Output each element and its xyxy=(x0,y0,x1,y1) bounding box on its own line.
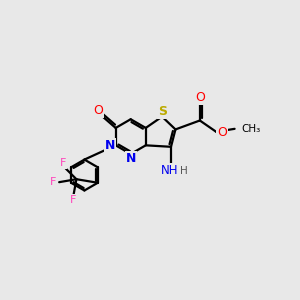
Text: F: F xyxy=(60,158,67,168)
Text: O: O xyxy=(196,91,206,104)
Text: S: S xyxy=(158,105,167,118)
Text: O: O xyxy=(93,104,103,117)
Text: F: F xyxy=(50,177,56,187)
Text: NH: NH xyxy=(161,164,178,177)
Text: O: O xyxy=(218,126,227,139)
Text: N: N xyxy=(105,139,116,152)
Text: N: N xyxy=(125,152,136,165)
Text: F: F xyxy=(70,195,76,205)
Text: CH₃: CH₃ xyxy=(241,124,260,134)
Text: H: H xyxy=(180,166,188,176)
